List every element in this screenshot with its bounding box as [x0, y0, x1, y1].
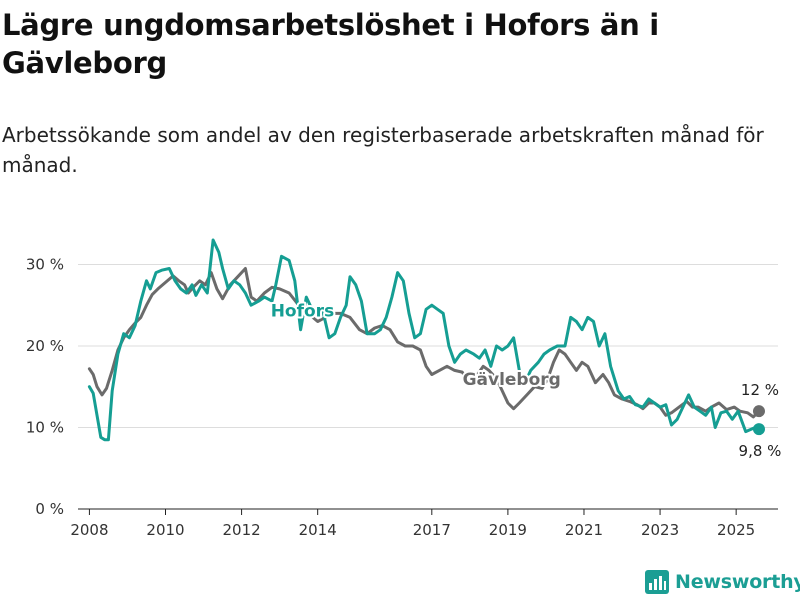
end-point	[752, 423, 765, 436]
y-tick-label: 0 %	[35, 500, 64, 518]
line-chart: 2008 2010 2012 2014 2017 2019 2021 2023 2025 0 %…	[26, 238, 782, 539]
y-grid	[78, 263, 778, 428]
y-axis: 0 % 10 % 20 % 30 %	[26, 255, 64, 518]
series-lines	[87, 238, 765, 442]
series-line-gvleborg	[87, 267, 761, 419]
series-name-label: Gävleborg	[463, 370, 561, 390]
x-tick-label: 2017	[413, 521, 451, 539]
y-tick-label: 20 %	[26, 337, 64, 355]
x-tick-label: 2014	[299, 521, 337, 539]
x-tick-label: 2023	[641, 521, 679, 539]
series-line-hofors	[87, 238, 761, 442]
brand-logo: Newsworthy	[645, 570, 800, 594]
chart-subtitle: Arbetssökande som andel av den registerb…	[2, 123, 764, 177]
x-axis: 2008 2010 2012 2014 2017 2019 2021 2023 2025	[70, 508, 778, 539]
x-tick-label: 2010	[146, 521, 184, 539]
x-tick-label: 2021	[565, 521, 603, 539]
x-tick-label: 2019	[489, 521, 527, 539]
end-value-label: 12 %	[741, 381, 779, 399]
series-name-label: Hofors	[271, 302, 334, 322]
x-tick-label: 2008	[70, 521, 108, 539]
brand-name: Newsworthy	[675, 571, 800, 593]
y-tick-label: 10 %	[26, 418, 64, 436]
series-labels: Gävleborg Hofors 12 % 9,8 %	[269, 300, 782, 460]
end-point	[752, 405, 765, 418]
bar-chart-logo-icon	[645, 570, 669, 594]
x-tick-label: 2012	[222, 521, 260, 539]
end-value-label: 9,8 %	[739, 442, 782, 460]
chart-title: Lägre ungdomsarbetslöshet i Hofors än i …	[2, 8, 659, 80]
y-tick-label: 30 %	[26, 255, 64, 273]
x-tick-label: 2025	[717, 521, 755, 539]
